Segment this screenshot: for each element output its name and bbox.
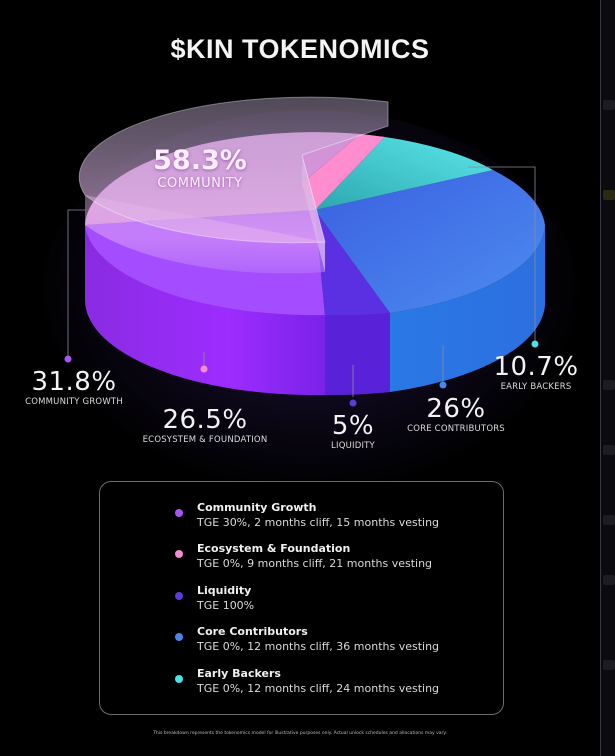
leader-lines [67,166,536,397]
liquidity-top [315,210,390,316]
vesting-legend: Community Growth TGE 30%, 2 months cliff… [99,481,504,715]
label-name: CORE CONTRIBUTORS [407,424,505,434]
label-pct: 26.5% [162,405,248,435]
legend-desc: TGE 100% [197,599,255,612]
label-pct: 31.8% [31,367,117,397]
legend-item-ecosystem: Ecosystem & Foundation TGE 0%, 9 months … [175,541,433,572]
label-early-backers: 10.7% EARLY BACKERS [488,353,584,392]
legend-name: Core Contributors [197,625,308,638]
label-name: ECOSYSTEM & FOUNDATION [142,435,268,445]
early-backers-top [315,137,493,210]
legend-dot-icon [175,550,183,558]
liquidity-side [325,313,390,396]
legend-desc: TGE 0%, 9 months cliff, 21 months vestin… [197,557,433,570]
legend-name: Early Backers [197,667,281,680]
early-backers-dot [531,340,539,348]
legend-name: Liquidity [197,584,252,597]
ecosystem-top [300,134,385,210]
label-liquidity: 5% LIQUIDITY [322,412,384,451]
label-pct: 10.7% [493,352,579,382]
legend-dot-icon [175,675,183,683]
legend-item-early-backers: Early Backers TGE 0%, 12 months cliff, 2… [175,666,440,697]
legend-item-liquidity: Liquidity TGE 100% [175,583,255,614]
label-pct: 26% [426,394,486,424]
legend-name: Ecosystem & Foundation [197,542,351,555]
legend-desc: TGE 30%, 2 months cliff, 15 months vesti… [197,516,440,529]
legend-dot-icon [175,592,183,600]
legend-desc: TGE 0%, 12 months cliff, 24 months vesti… [197,682,440,695]
legend-dot-icon [175,509,183,517]
legend-name: Community Growth [197,501,317,514]
label-name: EARLY BACKERS [500,382,572,392]
label-core-contributors: 26% CORE CONTRIBUTORS [400,395,512,434]
community-total-name: COMMUNITY [157,176,243,191]
legend-dot-icon [175,633,183,641]
background-page-edge [600,0,615,756]
label-ecosystem: 26.5% ECOSYSTEM & FOUNDATION [140,406,270,445]
label-pct: 5% [331,411,375,441]
legend-item-core-contributors: Core Contributors TGE 0%, 12 months clif… [175,624,440,655]
label-community-growth: 31.8% COMMUNITY GROWTH [18,368,130,407]
legend-desc: TGE 0%, 12 months cliff, 36 months vesti… [197,640,440,653]
community-total-label: 58.3% COMMUNITY [140,145,260,192]
disclaimer-footnote: This breakdown represents the tokenomics… [153,731,447,736]
core-contributors-dot [439,381,447,389]
community-glass-slab [78,96,389,274]
core-contributors-side [390,225,545,392]
community-growth-dot [64,355,72,363]
label-name: LIQUIDITY [331,441,375,451]
pie-chart-3d [64,96,545,407]
legend-item-community-growth: Community Growth TGE 30%, 2 months cliff… [175,500,440,531]
page-title: $KIN TOKENOMICS [170,34,430,64]
label-name: COMMUNITY GROWTH [25,397,123,407]
ecosystem-dot [200,365,208,373]
tokenomics-infographic: $KIN TOKENOMICS [18,34,584,736]
community-total-pct: 58.3% [153,145,247,176]
liquidity-dot [349,399,357,407]
core-contributors-top [315,170,545,313]
